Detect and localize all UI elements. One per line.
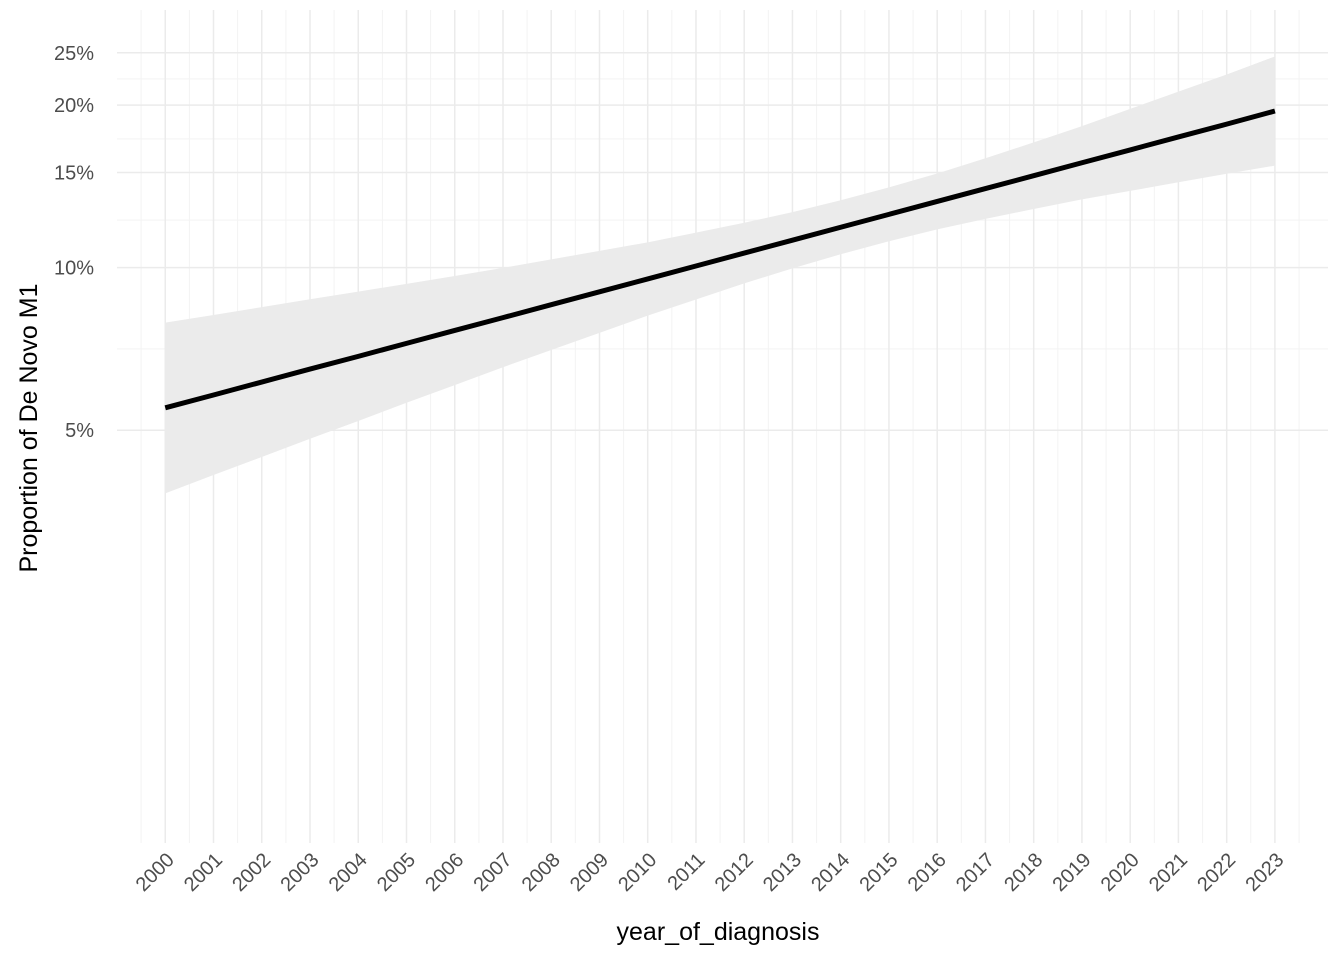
x-tick-label: 2006 [421, 849, 468, 896]
x-tick-label: 2018 [1000, 849, 1047, 896]
x-tick-label: 2013 [759, 849, 806, 896]
x-tick-label: 2010 [614, 849, 661, 896]
x-tick-label: 2019 [1048, 849, 1095, 896]
y-tick-label: 10% [54, 258, 94, 280]
x-tick-label: 2001 [180, 849, 227, 896]
trend-line [164, 108, 1276, 411]
y-tick-label: 20% [54, 95, 94, 117]
x-tick-label: 2020 [1097, 849, 1144, 896]
x-tick-label: 2002 [228, 849, 275, 896]
x-axis-title: year_of_diagnosis [617, 918, 820, 946]
y-axis-title: Proportion of De Novo M1 [15, 283, 43, 572]
x-tick-label: 2009 [566, 849, 613, 896]
grid [117, 10, 1328, 843]
x-tick-label: 2015 [855, 849, 902, 896]
x-tick-label: 2000 [132, 849, 179, 896]
x-tick-label: 2016 [904, 849, 951, 896]
x-tick-label: 2012 [711, 849, 758, 896]
y-tick-label: 25% [54, 43, 94, 65]
x-tick-label: 2007 [469, 849, 516, 896]
x-tick-label: 2017 [952, 849, 999, 896]
confidence-band [165, 56, 1275, 494]
x-tick-label: 2008 [518, 849, 565, 896]
x-tick-label: 2014 [807, 849, 854, 896]
x-tick-label: 2005 [373, 849, 420, 896]
x-tick-label: 2022 [1193, 849, 1240, 896]
y-tick-label: 15% [54, 163, 94, 185]
x-tick-label: 2021 [1145, 849, 1192, 896]
x-tick-label: 2011 [664, 849, 710, 895]
marks [164, 56, 1276, 494]
x-tick-label: 2023 [1241, 849, 1288, 896]
y-tick-label: 5% [65, 420, 94, 442]
x-tick-label: 2004 [325, 849, 372, 896]
x-tick-label: 2003 [277, 849, 324, 896]
